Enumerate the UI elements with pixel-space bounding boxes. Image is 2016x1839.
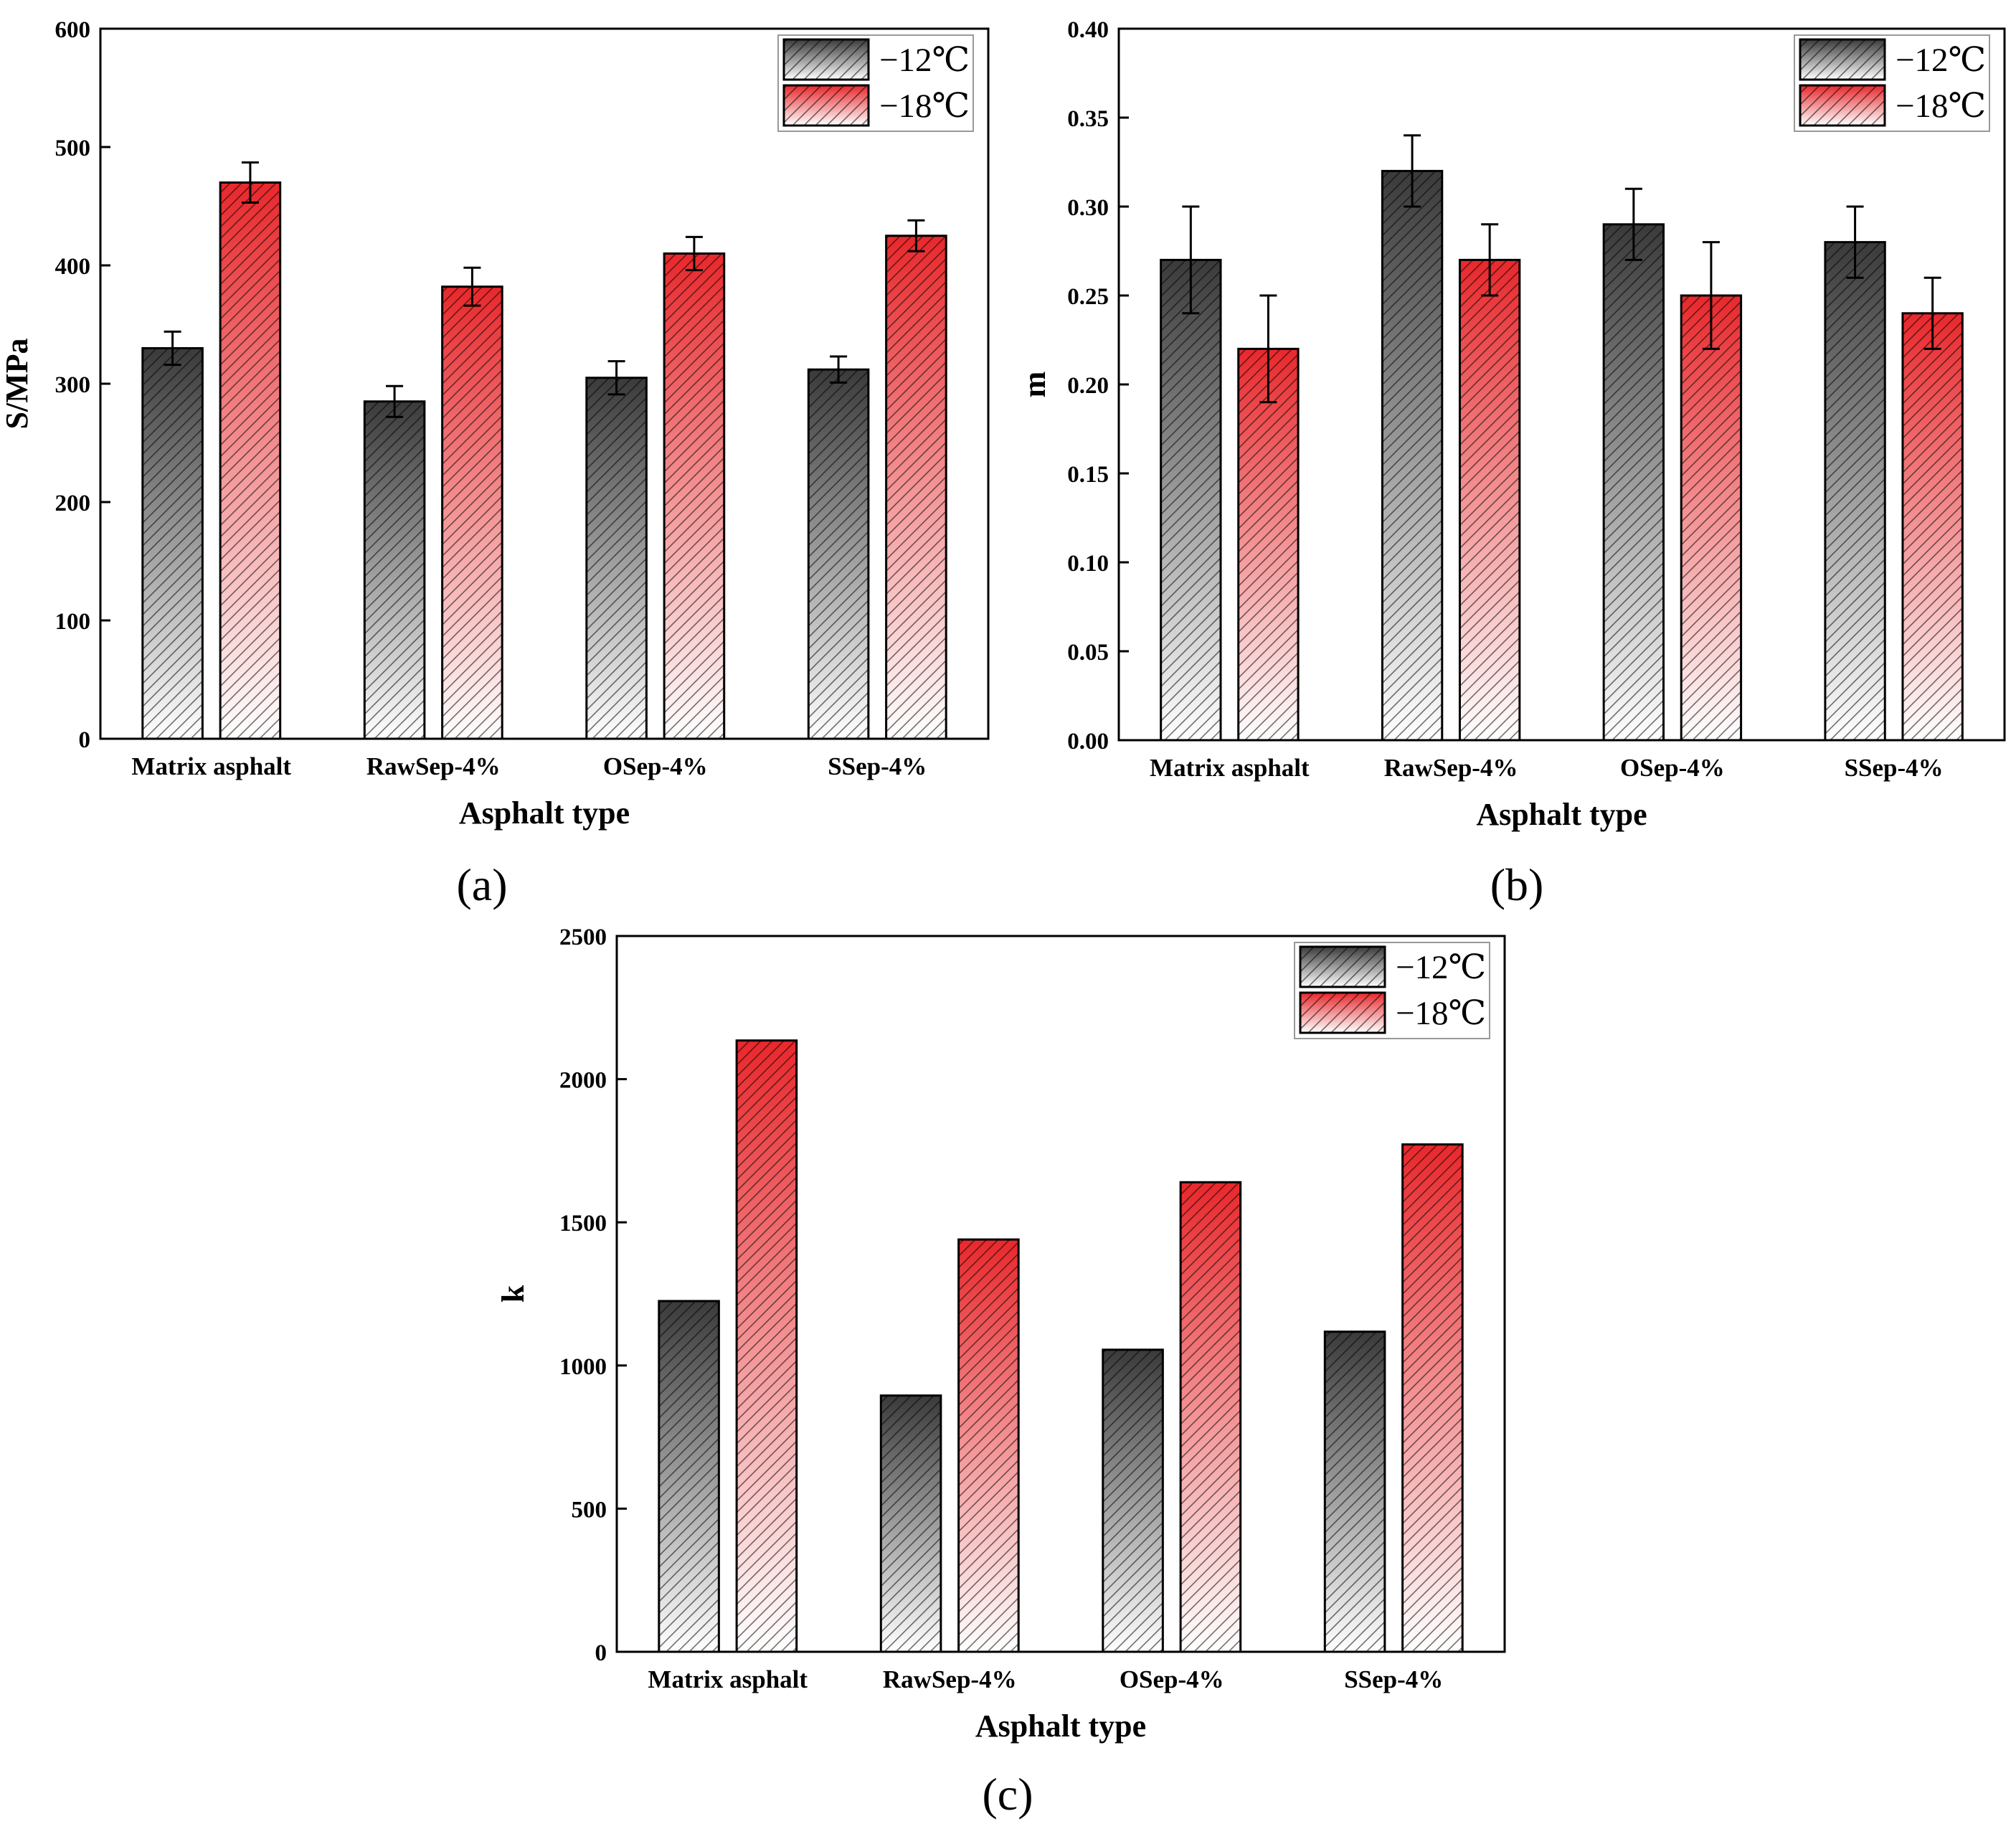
x-category-label: SSep-4%	[1344, 1665, 1443, 1693]
y-tick-label: 2500	[559, 925, 607, 950]
x-category-label: Matrix asphalt	[1150, 754, 1310, 782]
legend-swatch-hatch	[1299, 945, 1386, 988]
x-category-label: Matrix asphalt	[648, 1665, 808, 1693]
bar-hatch-minus12-1	[879, 1394, 942, 1653]
bar-hatch-minus18-3	[1401, 1143, 1464, 1653]
x-category-label: RawSep-4%	[1384, 754, 1518, 782]
x-axis-title: Asphalt type	[975, 1708, 1146, 1744]
bar-hatch-minus12-2	[1102, 1348, 1164, 1653]
legend-label-minus12: −12℃	[1396, 949, 1486, 986]
panel-c-k-chart: 0 500 1000 1500 2000 2500 Matrix asphalt RawSep…	[496, 925, 1506, 1820]
y-tick-label: 500	[572, 1497, 607, 1523]
bar-hatch-minus12-0	[1160, 258, 1222, 742]
bar-hatch-minus12-3	[1323, 1330, 1386, 1653]
y-tick-label: 0.15	[1067, 462, 1109, 488]
y-axis-title: k	[496, 1285, 531, 1303]
y-tick-label: 1500	[559, 1211, 607, 1237]
bar-hatch-minus12-1	[1381, 169, 1444, 742]
y-axis-title: m	[1017, 372, 1052, 398]
y-tick-label: 0.35	[1067, 106, 1109, 132]
y-tick-label: 300	[55, 372, 91, 398]
legend-swatch-hatch	[1799, 84, 1886, 127]
legend-label-minus18: −18℃	[1396, 995, 1486, 1032]
legend-swatch-hatch	[1299, 991, 1386, 1034]
legend-swatch-hatch	[782, 84, 870, 127]
y-axis-title: S/MPa	[0, 338, 34, 429]
y-tick-label: 400	[55, 254, 91, 280]
plot-frame	[615, 935, 1506, 1653]
y-tick-label: 500	[55, 136, 91, 161]
bar-hatch-minus12-1	[363, 400, 426, 740]
x-category-label: OSep-4%	[1120, 1665, 1224, 1693]
y-tick-label: 0.30	[1067, 195, 1109, 221]
y-tick-label: 0.25	[1067, 284, 1109, 310]
y-tick-label: 0.40	[1067, 17, 1109, 43]
panel-a-stiffness-chart: 0 100 200 300 400 500 600 Matrix asphalt RawSep-…	[0, 17, 990, 910]
bar-hatch-minus12-3	[807, 368, 870, 740]
x-category-label: OSep-4%	[603, 752, 708, 780]
y-tick-label: 0.20	[1067, 373, 1109, 399]
y-tick-label: 0.10	[1067, 551, 1109, 577]
bar-hatch-minus12-2	[585, 377, 648, 740]
bar-hatch-minus18-1	[441, 285, 503, 740]
bar-hatch-minus18-0	[219, 181, 282, 740]
bar-hatch-minus18-3	[1901, 312, 1964, 742]
legend-label-minus18: −18℃	[1896, 88, 1986, 125]
panel-label: (b)	[1490, 859, 1544, 910]
x-category-label: RawSep-4%	[366, 752, 501, 780]
y-tick-label: 1000	[559, 1354, 607, 1380]
legend-swatch-hatch	[782, 38, 870, 81]
panel-label: (c)	[982, 1769, 1033, 1820]
x-category-label: OSep-4%	[1620, 754, 1725, 782]
legend-label-minus12: −12℃	[1896, 42, 1986, 79]
bar-hatch-minus18-2	[663, 252, 726, 740]
y-tick-label: 100	[55, 609, 91, 635]
legend-swatch-hatch	[1799, 38, 1886, 81]
y-tick-label: 0	[595, 1640, 607, 1666]
y-tick-label: 200	[55, 491, 91, 516]
x-axis-title: Asphalt type	[1476, 797, 1647, 832]
y-tick-label: 0.05	[1067, 640, 1109, 666]
bar-hatch-minus12-3	[1824, 241, 1886, 742]
panel-label: (a)	[456, 859, 507, 910]
x-category-label: SSep-4%	[1845, 754, 1944, 782]
bar-hatch-minus18-1	[957, 1238, 1020, 1653]
x-axis-title: Asphalt type	[459, 795, 630, 831]
y-tick-label: 600	[55, 17, 91, 43]
x-category-label: SSep-4%	[828, 752, 927, 780]
legend-label-minus18: −18℃	[879, 88, 970, 125]
bar-hatch-minus18-3	[885, 235, 947, 740]
bar-hatch-minus18-2	[1179, 1181, 1242, 1653]
bar-hatch-minus12-2	[1602, 223, 1665, 742]
bar-hatch-minus12-0	[658, 1300, 720, 1653]
y-tick-label: 0	[79, 727, 91, 753]
y-tick-label: 0.00	[1067, 729, 1109, 755]
y-tick-label: 2000	[559, 1068, 607, 1094]
bar-hatch-minus18-2	[1680, 294, 1743, 742]
bar-hatch-minus18-0	[735, 1039, 798, 1653]
legend-label-minus12: −12℃	[879, 42, 970, 79]
bar-hatch-minus18-0	[1237, 347, 1300, 742]
bar-hatch-minus12-0	[141, 347, 204, 740]
panel-b-m-value-chart: 0.00 0.05 0.10 0.15 0.20 0.25 0.30 0.35 0.40 Matr…	[1017, 17, 2006, 910]
x-category-label: Matrix asphalt	[131, 752, 291, 780]
x-category-label: RawSep-4%	[883, 1665, 1017, 1693]
bar-hatch-minus18-1	[1458, 258, 1521, 742]
